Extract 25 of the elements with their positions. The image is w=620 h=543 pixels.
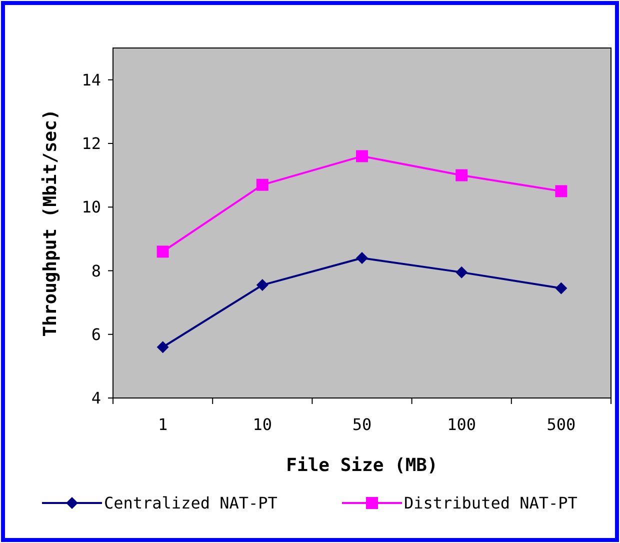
y-tick-label: 8 — [91, 261, 101, 280]
y-axis-title: Throughput (Mbit/sec) — [40, 109, 61, 337]
x-tick-label: 100 — [447, 415, 476, 434]
x-tick-label: 10 — [252, 415, 272, 434]
point — [156, 341, 169, 354]
y-tick-label: 6 — [91, 324, 101, 344]
point — [256, 178, 268, 191]
x-axis-title: File Size (MB) — [286, 455, 438, 476]
y-tick-label: 14 — [82, 70, 101, 90]
point — [256, 279, 268, 292]
y-tick-label: 4 — [91, 388, 101, 408]
x-tick-label: 50 — [352, 415, 372, 434]
legend-label: Distributed NAT-PT — [404, 494, 578, 513]
x-tick-label: 1 — [158, 415, 168, 434]
point — [356, 150, 368, 162]
point — [456, 169, 468, 182]
y-tick-label: 12 — [82, 134, 101, 154]
y-tick-label: 10 — [82, 198, 101, 217]
x-tick-label: 500 — [546, 415, 576, 434]
point — [555, 282, 568, 294]
point — [456, 266, 468, 278]
point — [555, 185, 568, 198]
point — [156, 246, 169, 258]
legend-label: Centralized NAT-PT — [104, 494, 278, 513]
point — [356, 252, 368, 264]
